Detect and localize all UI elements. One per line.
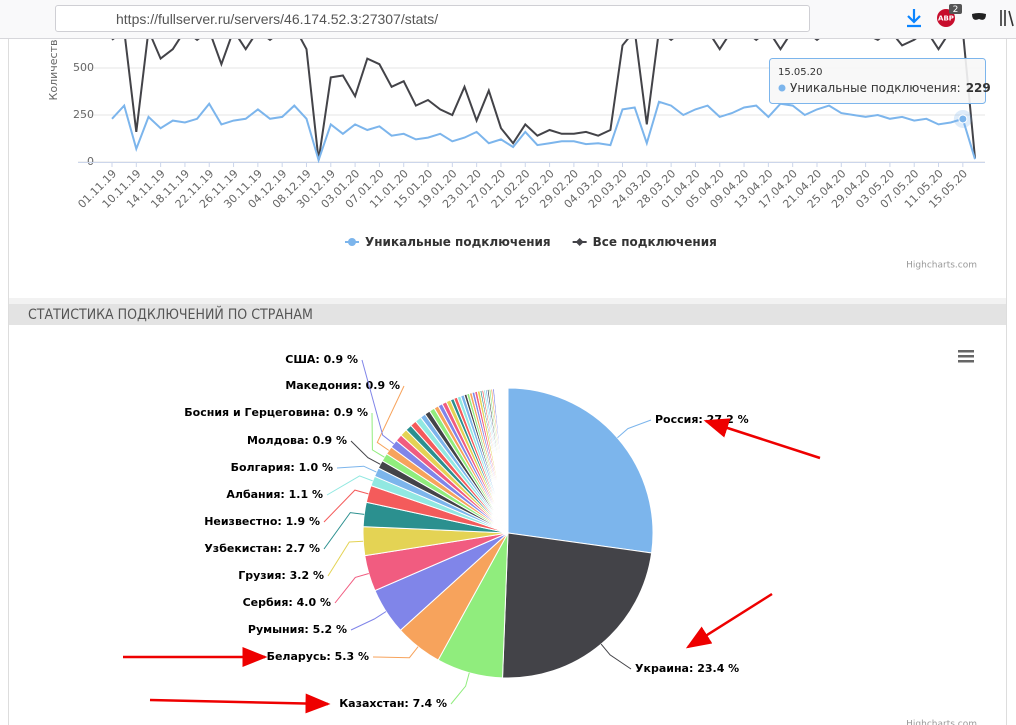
data-label: Болгария: 1.0 % bbox=[231, 461, 333, 474]
point-marker bbox=[958, 114, 968, 124]
annotation-arrows bbox=[123, 418, 821, 714]
data-label: Россия: 27.2 % bbox=[655, 413, 749, 426]
section-header bbox=[9, 304, 1006, 325]
menu-bar bbox=[958, 355, 974, 358]
data-label: Украина: 23.4 % bbox=[635, 662, 739, 675]
tooltip-dot bbox=[778, 84, 786, 92]
tooltip-date: 15.05.20 bbox=[778, 67, 823, 78]
label-connector bbox=[327, 540, 364, 577]
library-icon[interactable] bbox=[1000, 10, 1014, 27]
chart-menu[interactable] bbox=[958, 350, 974, 363]
private-mask[interactable] bbox=[972, 13, 986, 20]
label-connector bbox=[617, 419, 652, 439]
data-label: Македония: 0.9 % bbox=[285, 379, 400, 392]
data-label: Босния и Герцеговина: 0.9 % bbox=[184, 406, 368, 419]
panel-gap bbox=[9, 298, 1006, 304]
tooltip-label: Уникальные подключения: bbox=[790, 81, 961, 95]
label-connector bbox=[350, 611, 387, 631]
label-connector bbox=[600, 643, 632, 670]
label-connector bbox=[323, 512, 365, 550]
y-tick-label: 0 bbox=[87, 155, 94, 168]
y-tick-label: 250 bbox=[73, 108, 94, 121]
label-connector bbox=[450, 672, 470, 705]
data-label: Неизвестно: 1.9 % bbox=[204, 515, 320, 528]
downloads-icon[interactable] bbox=[907, 9, 921, 28]
data-label: Сербия: 4.0 % bbox=[243, 596, 331, 609]
credits: Highcharts.com bbox=[906, 261, 977, 271]
legend-marker bbox=[575, 238, 584, 246]
data-label: Грузия: 3.2 % bbox=[238, 569, 324, 582]
data-label: Албания: 1.1 % bbox=[226, 488, 323, 501]
browser-toolbar: ABP 2 https://fullserver.ru/servers/46.1… bbox=[0, 0, 1016, 39]
label-connector bbox=[334, 573, 369, 604]
credits: Highcharts.com bbox=[906, 720, 977, 725]
menu-bar bbox=[958, 360, 974, 363]
tooltip-value: 229 bbox=[966, 81, 991, 95]
label-connector bbox=[372, 646, 419, 659]
legend-marker bbox=[348, 238, 356, 246]
legend-item[interactable]: Уникальные подключения bbox=[365, 235, 551, 249]
pie-slice[interactable] bbox=[506, 387, 509, 534]
label-connector bbox=[323, 489, 369, 523]
data-label: США: 0.9 % bbox=[285, 353, 358, 366]
data-label: Узбекистан: 2.7 % bbox=[204, 542, 320, 555]
badge-bg bbox=[949, 4, 962, 14]
label-connector bbox=[376, 385, 405, 451]
arrow bbox=[149, 693, 331, 714]
series-line bbox=[111, 100, 976, 164]
data-label: Молдова: 0.9 % bbox=[247, 434, 347, 447]
label-connector bbox=[361, 359, 395, 445]
legend-item[interactable]: Все подключения bbox=[593, 235, 717, 249]
data-label: Румыния: 5.2 % bbox=[248, 623, 347, 636]
adblock-badge: 2 bbox=[953, 5, 959, 15]
pie-slice[interactable] bbox=[502, 532, 653, 679]
menu-bar bbox=[958, 350, 974, 353]
tooltip-box bbox=[769, 58, 986, 104]
section-title: СТАТИСТИКА ПОДКЛЮЧЕНИЙ ПО СТРАНАМ bbox=[28, 305, 313, 323]
arrow bbox=[685, 592, 773, 649]
y-tick-label: 500 bbox=[73, 61, 94, 74]
url-text[interactable]: https://fullserver.ru/servers/46.174.52.… bbox=[116, 11, 439, 27]
arrow bbox=[703, 418, 821, 460]
label-connector bbox=[326, 475, 373, 496]
url-bar[interactable]: https://fullserver.ru/servers/46.174.52.… bbox=[55, 5, 810, 32]
label-connector bbox=[336, 465, 377, 473]
y-axis-title: Количеств bbox=[47, 40, 60, 101]
data-label: Казахстан: 7.4 % bbox=[339, 697, 447, 710]
tooltip-text: Уникальные подключения: 229 bbox=[790, 81, 991, 95]
pie-slice[interactable] bbox=[507, 387, 654, 554]
label-connector bbox=[371, 412, 385, 458]
adblock-text: ABP bbox=[938, 15, 954, 23]
data-label: Беларусь: 5.3 % bbox=[267, 650, 369, 663]
label-connector bbox=[350, 440, 381, 465]
